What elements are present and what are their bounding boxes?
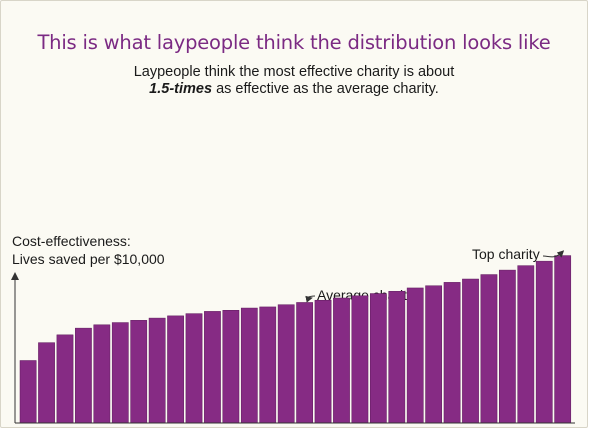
bar-group (19, 255, 572, 424)
bar-20 (369, 293, 387, 424)
bar-24 (443, 282, 461, 424)
subtitle-emphasis: 1.5-times (149, 81, 213, 97)
bar-2 (38, 342, 55, 424)
bar-16 (296, 302, 313, 424)
bar-9 (167, 315, 184, 424)
bar-30 (554, 255, 572, 424)
bar-1 (19, 360, 37, 424)
bar-26 (480, 274, 498, 424)
bar-25 (462, 278, 479, 424)
y-axis-label: Cost-effectiveness: Lives saved per $10,… (12, 232, 165, 268)
average-charity-arrow (305, 295, 316, 303)
bar-10 (185, 313, 203, 424)
bar-19 (351, 295, 369, 424)
bar-7 (130, 320, 148, 424)
chart-subtitle: Laypeople think the most effective chari… (0, 64, 588, 98)
chart-title: This is what laypeople think the distrib… (37, 31, 551, 54)
subtitle-line-1: Laypeople think the most effective chari… (133, 64, 455, 80)
y-axis-label-line-1: Cost-effectiveness: (12, 233, 131, 249)
top-charity-annotation: Top charity (472, 246, 540, 262)
bar-3 (56, 334, 74, 424)
bar-8 (148, 317, 166, 424)
bar-15 (277, 304, 295, 424)
bar-6 (111, 322, 129, 424)
y-axis-label-line-2: Lives saved per $10,000 (12, 251, 165, 267)
bar-27 (499, 269, 516, 424)
bar-28 (517, 265, 535, 424)
top-charity-arrow (542, 250, 565, 258)
subtitle-line-2: 1.5-times as effective as the average ch… (0, 81, 588, 98)
bar-18 (333, 297, 350, 424)
bar-23 (425, 285, 443, 424)
bar-13 (240, 307, 258, 424)
bar-11 (204, 311, 221, 424)
bar-4 (75, 327, 92, 424)
bar-12 (222, 310, 240, 424)
bar-29 (535, 260, 553, 424)
bar-21 (388, 291, 406, 424)
bar-14 (259, 306, 277, 424)
bar-22 (406, 287, 424, 424)
bar-17 (314, 299, 332, 424)
subtitle-rest: as effective as the average charity. (212, 81, 439, 97)
bar-5 (93, 324, 111, 424)
